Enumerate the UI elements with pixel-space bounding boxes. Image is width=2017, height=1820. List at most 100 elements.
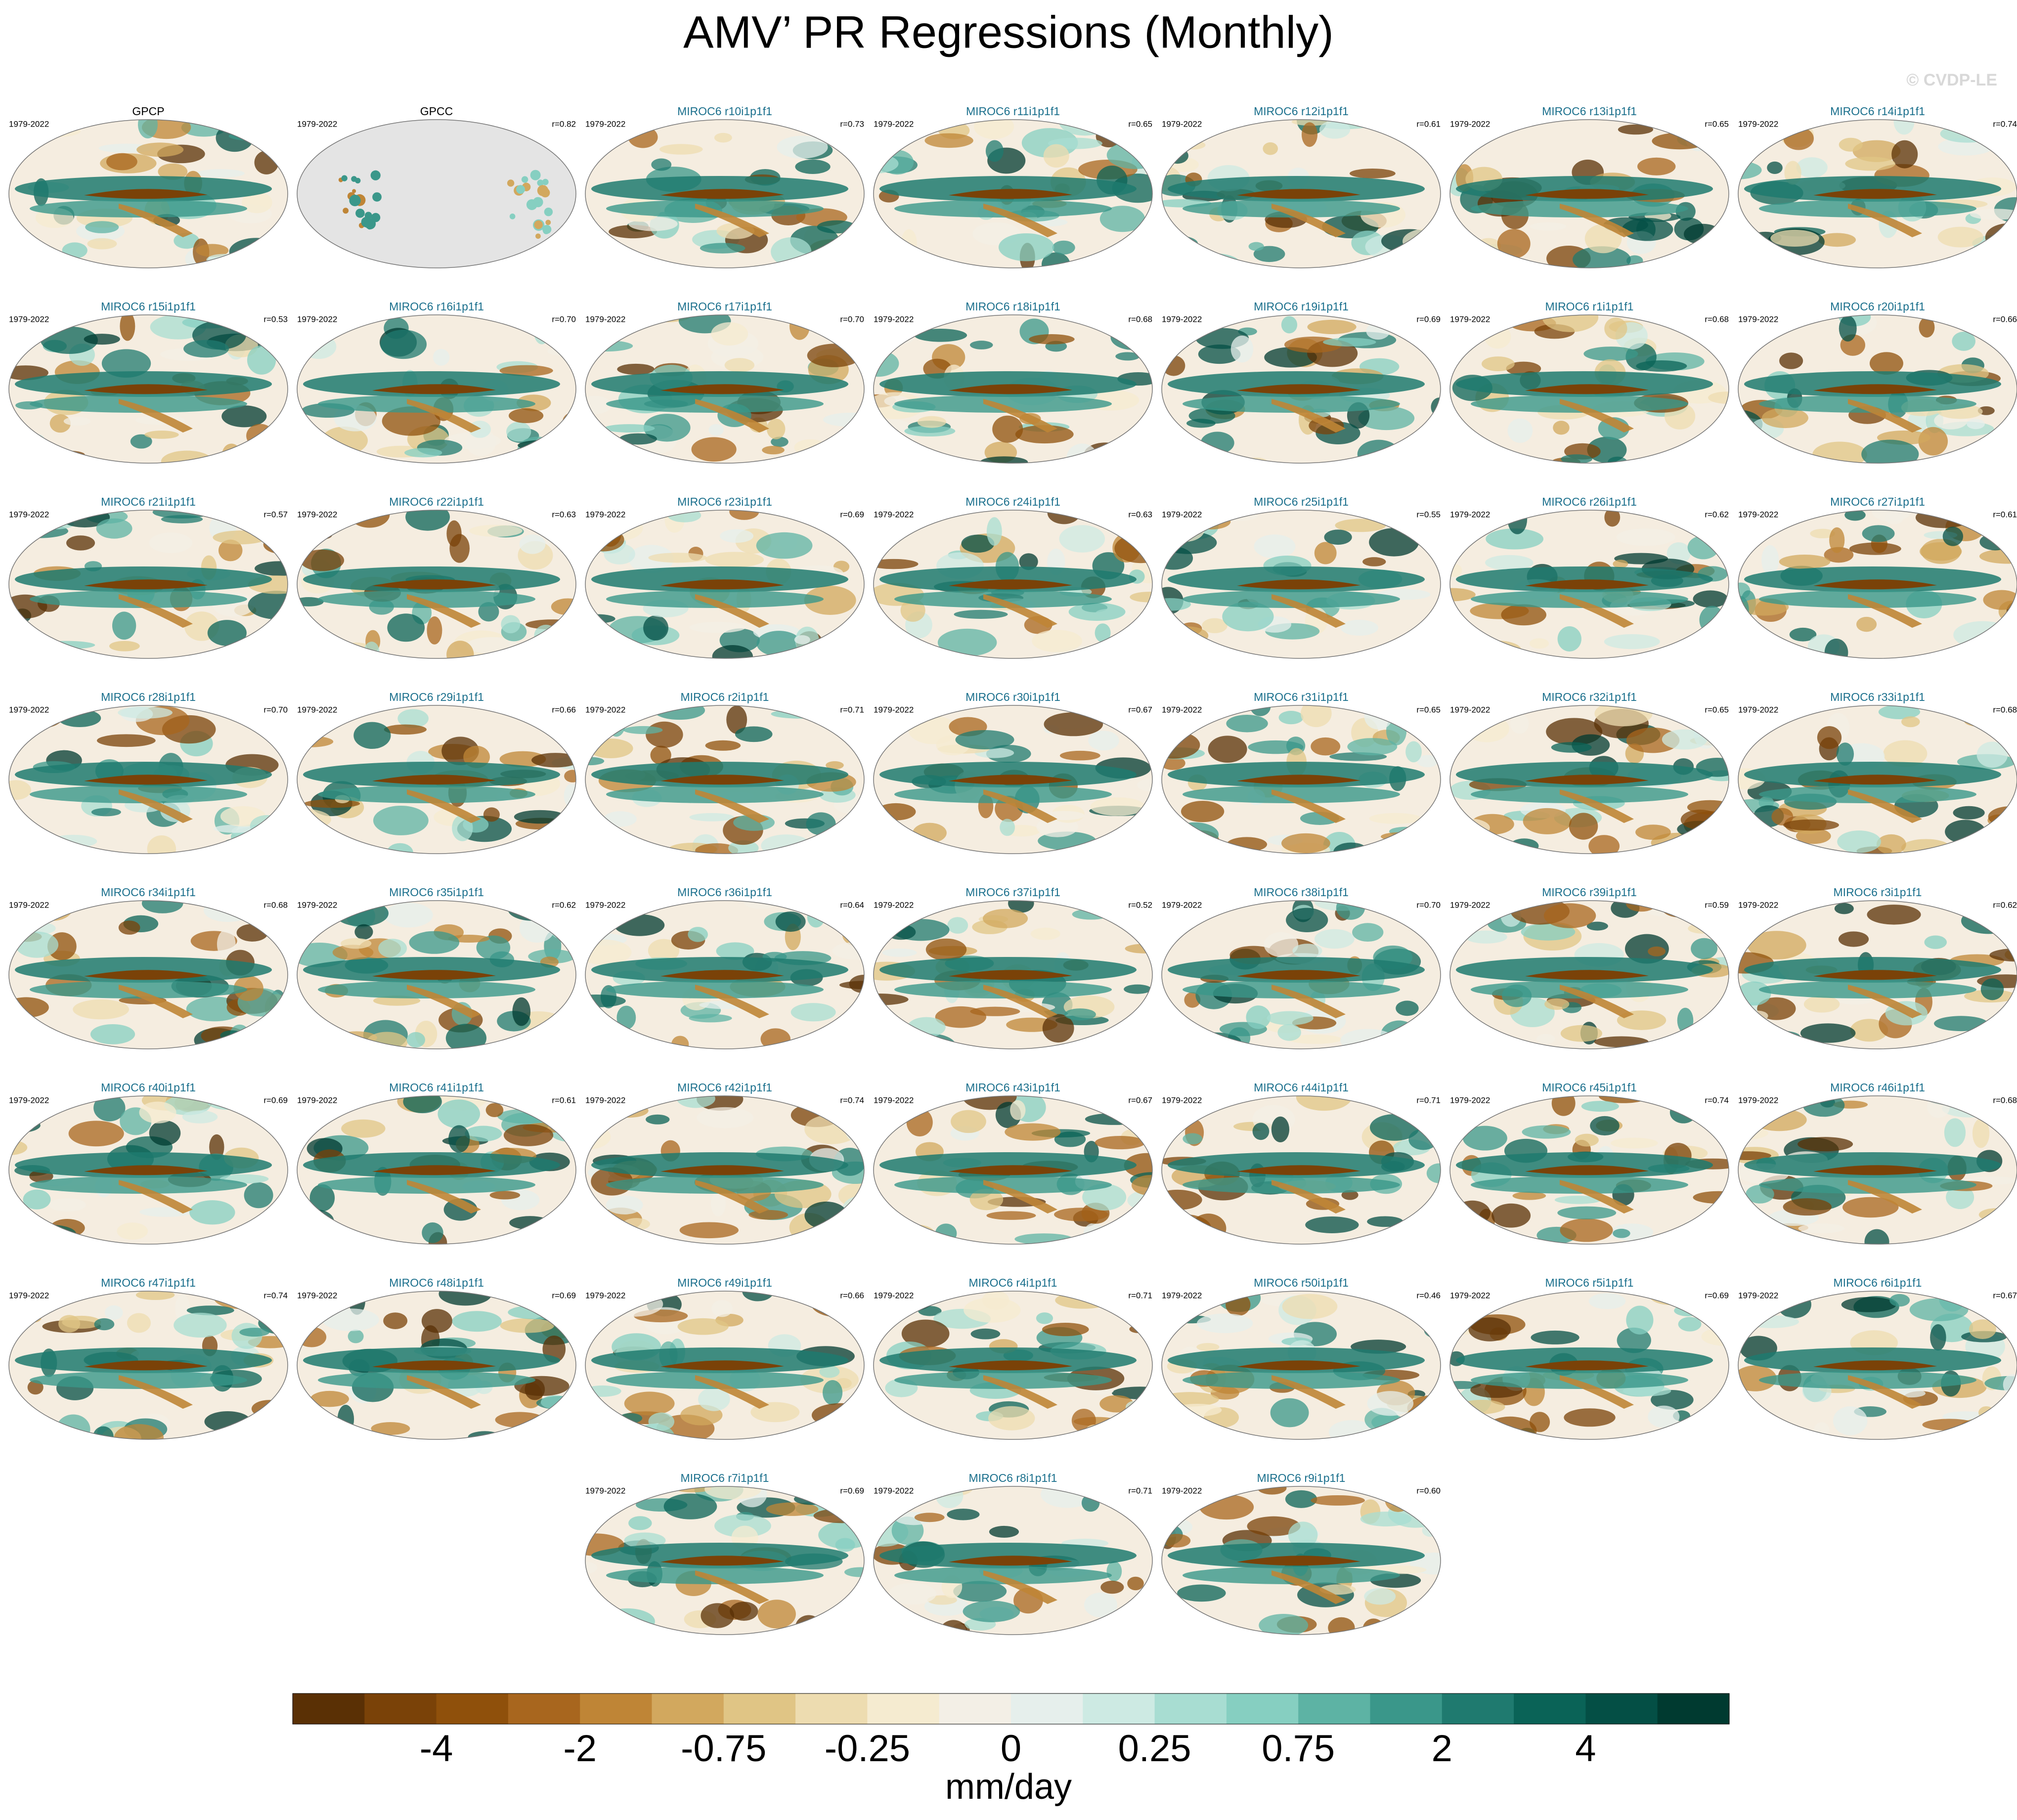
field-blob <box>585 994 626 1007</box>
spcz-band <box>407 789 481 823</box>
land-blob <box>542 178 549 185</box>
map-outline <box>297 900 576 1049</box>
field-blob <box>1165 626 1209 645</box>
equatorial-band <box>84 775 208 785</box>
field-blob <box>1738 1126 1768 1140</box>
field-blob <box>1472 640 1522 658</box>
field-blob <box>628 126 658 148</box>
field-blob <box>297 1026 342 1049</box>
field-blob <box>1099 206 1145 232</box>
field-blob <box>247 346 276 375</box>
field-blob <box>648 553 707 563</box>
field-blob <box>711 322 748 346</box>
field-blob <box>935 1223 957 1244</box>
map-panel: MIROC6 r31i1p1f1 1979-2022 r=0.65 <box>1161 691 1441 854</box>
field-blob <box>525 1227 550 1244</box>
field-blob <box>1536 1034 1555 1044</box>
field-blob <box>1252 1123 1270 1140</box>
field-blob <box>980 456 1028 463</box>
panel-r: r=0.68 <box>1993 1095 2017 1105</box>
equatorial-band <box>84 579 208 590</box>
land-blob <box>371 213 381 222</box>
map <box>9 1291 288 1439</box>
map-panel: MIROC6 r12i1p1f1 1979-2022 r=0.61 <box>1161 105 1441 268</box>
field-blob <box>94 1318 115 1331</box>
field-blob <box>1991 126 2017 147</box>
field-blob <box>1300 705 1332 728</box>
field-blob <box>876 803 916 821</box>
field-blob <box>1789 627 1817 642</box>
field-blob <box>1940 125 1995 143</box>
equatorial-band <box>372 1360 496 1371</box>
field-blob <box>1999 137 2017 159</box>
panel-r: r=0.62 <box>552 900 576 910</box>
map-outline <box>8 900 288 1049</box>
field-blob <box>1529 638 1549 649</box>
equatorial-band <box>1525 1165 1649 1175</box>
field-blob <box>337 1405 354 1434</box>
itcz-band <box>606 981 824 998</box>
field-blob <box>925 938 967 961</box>
map-panel: MIROC6 r9i1p1f1 1979-2022 r=0.60 <box>1161 1472 1441 1635</box>
field-blob <box>1162 731 1200 759</box>
map-outline <box>1449 510 1729 659</box>
field-blob <box>380 330 427 359</box>
itcz-band <box>1759 590 1976 608</box>
map-outline <box>297 705 576 854</box>
map-outline <box>873 1486 1153 1635</box>
map-panel: MIROC6 r26i1p1f1 1979-2022 r=0.62 <box>1449 495 1729 659</box>
field-blob <box>1746 1185 1774 1204</box>
field-blob <box>616 1005 636 1030</box>
panel-period: 1979-2022 <box>1162 1291 1202 1300</box>
field-blob <box>588 738 633 758</box>
panel-period: 1979-2022 <box>1162 705 1202 714</box>
field-blob <box>617 363 655 375</box>
colorbar-tick-label: 2 <box>1432 1728 1452 1770</box>
map-outline <box>1449 119 1729 268</box>
field-blob <box>701 1603 735 1628</box>
field-blob <box>1738 604 1747 629</box>
field-blob <box>478 602 499 622</box>
spcz-band <box>119 1375 193 1409</box>
map-outline <box>1449 900 1729 1049</box>
field-blob <box>837 521 864 538</box>
colorbar-tick-label: 0.25 <box>1118 1728 1191 1770</box>
field-blob <box>1202 618 1228 634</box>
spcz-band <box>1848 985 1922 1018</box>
colorbar-box <box>1657 1693 1730 1724</box>
panel-r: r=0.69 <box>1705 1291 1729 1300</box>
field-blob <box>1281 316 1298 334</box>
field-blob <box>906 1108 933 1137</box>
field-blob <box>906 835 929 846</box>
field-blob <box>1738 1151 1771 1161</box>
field-blob <box>648 1412 675 1431</box>
field-blob <box>297 1327 327 1347</box>
itcz-band <box>1168 1543 1425 1568</box>
map-panel: MIROC6 r28i1p1f1 1979-2022 r=0.70 <box>8 691 288 854</box>
field-blob <box>1162 645 1184 658</box>
field-blob <box>874 1494 902 1520</box>
itcz-band <box>1744 566 2001 592</box>
field-blob <box>1369 528 1419 557</box>
field-blob <box>648 939 680 962</box>
panel-title: MIROC6 r6i1p1f1 <box>1834 1276 1922 1289</box>
field-blob <box>1544 998 1570 1010</box>
field-blob <box>1901 716 1920 728</box>
field-blob <box>1277 1024 1301 1041</box>
equatorial-band <box>660 384 784 394</box>
field-blob <box>1163 1534 1191 1548</box>
field-blob <box>1969 1319 1996 1340</box>
map-panel: MIROC6 r19i1p1f1 1979-2022 r=0.69 <box>1161 300 1441 464</box>
colorbar-box <box>508 1693 580 1724</box>
itcz-band <box>15 566 272 592</box>
map-panel: MIROC6 r49i1p1f1 1979-2022 r=0.66 <box>585 1276 865 1440</box>
panel-title: MIROC6 r1i1p1f1 <box>1545 300 1634 313</box>
map-outline <box>297 119 576 268</box>
map-outline <box>297 314 576 464</box>
panel-period: 1979-2022 <box>1162 900 1202 910</box>
field-blob <box>1594 1036 1649 1047</box>
field-blob <box>1181 801 1225 823</box>
field-blob <box>1314 929 1355 949</box>
field-blob <box>1700 826 1729 853</box>
map <box>1738 1291 2017 1439</box>
